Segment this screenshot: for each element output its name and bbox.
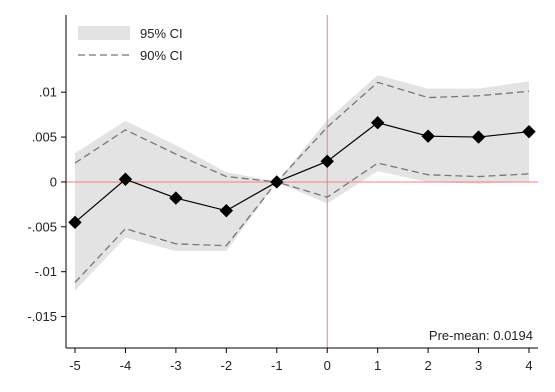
y-tick-label: .005	[32, 130, 57, 145]
point-estimate-line	[74, 122, 530, 223]
legend-label-90ci: 90% CI	[140, 48, 183, 63]
x-tick-label: -2	[221, 358, 233, 373]
plot-area: -.015 -.01 -.005 0 .005 .01 -5 -4 -3 -2 -1 0 1 2 3 4	[27, 15, 538, 373]
x-tick-label: -1	[271, 358, 283, 373]
legend: 95% CI 90% CI	[78, 26, 183, 63]
point-estimate-marker	[118, 172, 133, 186]
ci90-lower-line	[74, 162, 530, 283]
legend-label-95ci: 95% CI	[140, 26, 183, 41]
ci90-upper-line	[74, 81, 530, 183]
y-tick-label: -.01	[35, 264, 57, 279]
x-tick-label: -3	[170, 358, 182, 373]
x-tick-label: 3	[475, 358, 482, 373]
x-tick-label: 0	[324, 358, 331, 373]
point-estimate-marker	[522, 124, 536, 139]
point-estimate-marker	[320, 154, 334, 169]
y-tick-label: -.005	[27, 219, 57, 234]
x-tick-label: -4	[120, 358, 132, 373]
point-estimate-marker	[270, 175, 284, 189]
point-estimate-marker	[421, 129, 435, 143]
x-tick-label: 4	[525, 358, 532, 373]
x-tick-label: 2	[424, 358, 431, 373]
legend-swatch-95ci	[78, 26, 130, 40]
point-estimate-marker	[219, 203, 234, 218]
point-estimate-marker	[370, 116, 385, 130]
point-estimate-marker	[68, 215, 82, 230]
point-estimate-marker	[169, 191, 183, 205]
point-estimate-marker	[471, 130, 486, 144]
x-tick-label: -5	[69, 358, 81, 373]
pre-mean-annotation: Pre-mean: 0.0194	[429, 328, 533, 343]
y-tick-label: -.015	[27, 309, 57, 324]
y-tick-label: 0	[50, 174, 57, 189]
x-tick-label: 1	[374, 358, 381, 373]
y-tick-label: .01	[39, 85, 57, 100]
ci95-band	[75, 75, 529, 291]
